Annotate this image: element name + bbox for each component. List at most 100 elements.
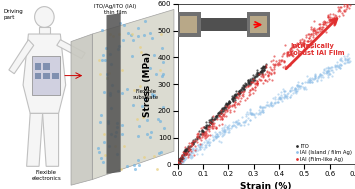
Point — [307, 32, 312, 35]
Point — [261, 66, 266, 69]
Point — [140, 104, 145, 107]
Point — [342, 9, 347, 12]
Point — [219, 116, 225, 119]
Point — [254, 79, 260, 82]
Point — [241, 90, 246, 93]
Point — [346, 0, 352, 1]
Point — [213, 135, 218, 138]
Point — [213, 116, 218, 119]
Point — [305, 80, 311, 83]
Point — [137, 85, 143, 88]
Point — [237, 88, 242, 91]
Point — [304, 80, 310, 83]
Point — [282, 51, 287, 54]
Point — [177, 159, 182, 162]
Point — [232, 93, 238, 96]
Point — [219, 118, 225, 121]
Point — [205, 139, 211, 143]
FancyBboxPatch shape — [44, 63, 50, 70]
Point — [288, 89, 293, 92]
Point — [254, 74, 260, 77]
Point — [254, 83, 260, 86]
Point — [213, 135, 218, 138]
Point — [219, 129, 225, 132]
Point — [229, 96, 235, 99]
Point — [182, 155, 187, 158]
Point — [264, 70, 269, 73]
Point — [216, 115, 222, 118]
Point — [207, 129, 212, 132]
Point — [254, 75, 260, 78]
Point — [107, 52, 113, 55]
Point — [343, 56, 348, 59]
Point — [196, 149, 201, 152]
Point — [303, 88, 308, 91]
Point — [237, 90, 242, 93]
Point — [335, 9, 341, 12]
Point — [235, 121, 241, 124]
Point — [244, 97, 250, 100]
Point — [158, 150, 164, 153]
Point — [325, 68, 331, 71]
Point — [320, 27, 325, 30]
Point — [301, 39, 307, 42]
Point — [345, 53, 351, 56]
Point — [300, 43, 306, 46]
Point — [284, 93, 290, 96]
Point — [222, 129, 228, 132]
Point — [149, 37, 155, 40]
Point — [210, 123, 216, 126]
Point — [238, 124, 244, 127]
Point — [207, 133, 213, 136]
Point — [109, 84, 115, 87]
Point — [260, 106, 266, 109]
Point — [222, 129, 228, 132]
Point — [186, 144, 192, 147]
Point — [204, 141, 210, 144]
Point — [117, 22, 122, 25]
Point — [201, 125, 207, 128]
Point — [252, 81, 258, 84]
Point — [346, 61, 352, 64]
Point — [219, 111, 224, 114]
Point — [250, 86, 255, 89]
Point — [246, 79, 251, 82]
Point — [252, 116, 258, 119]
Point — [160, 73, 165, 76]
Point — [101, 90, 106, 93]
Point — [276, 60, 282, 63]
Point — [258, 67, 264, 70]
Point — [256, 72, 261, 75]
Point — [226, 123, 231, 126]
Point — [190, 146, 196, 149]
Point — [204, 127, 209, 130]
Point — [221, 106, 227, 109]
Point — [297, 41, 303, 44]
Point — [266, 71, 272, 74]
Point — [325, 69, 331, 72]
Point — [230, 98, 236, 101]
Point — [223, 106, 229, 109]
Point — [217, 118, 223, 121]
Point — [271, 70, 277, 74]
Point — [219, 117, 225, 120]
Point — [209, 117, 215, 120]
Point — [189, 155, 195, 158]
Point — [331, 23, 337, 26]
Point — [229, 94, 235, 97]
Point — [196, 135, 202, 138]
Point — [115, 47, 121, 50]
Point — [344, 57, 350, 60]
Point — [210, 138, 216, 141]
Point — [151, 53, 157, 57]
Point — [256, 72, 261, 75]
Point — [231, 96, 237, 99]
Point — [319, 75, 324, 78]
Point — [241, 85, 247, 88]
Point — [263, 63, 268, 66]
Point — [176, 160, 182, 163]
Point — [280, 65, 285, 68]
Point — [162, 126, 167, 129]
Point — [189, 149, 194, 152]
Point — [313, 30, 318, 33]
